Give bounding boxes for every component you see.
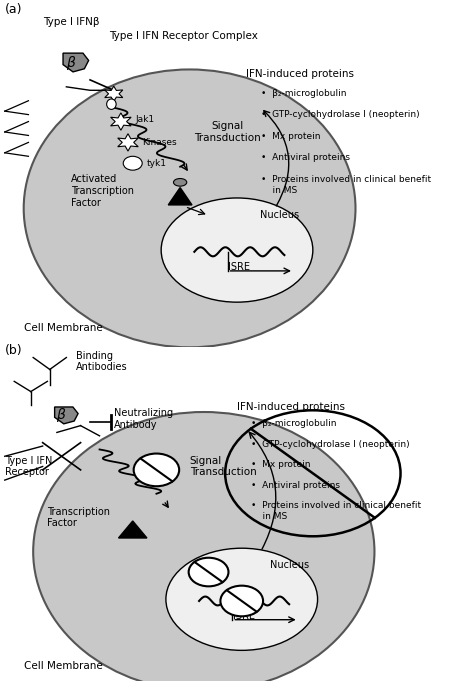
Polygon shape (168, 187, 192, 205)
Text: Type I IFN
Receptor: Type I IFN Receptor (5, 456, 52, 477)
Text: (b): (b) (5, 344, 22, 357)
Text: Jak1: Jak1 (135, 115, 154, 125)
Text: Binding
Antibodies: Binding Antibodies (76, 351, 128, 373)
Polygon shape (63, 53, 89, 72)
Ellipse shape (173, 178, 187, 186)
Ellipse shape (107, 99, 116, 110)
Text: Neutralizing
Antibody: Neutralizing Antibody (114, 408, 173, 430)
Text: Nucleus: Nucleus (270, 560, 309, 570)
Circle shape (189, 558, 228, 586)
Text: Nucleus: Nucleus (260, 210, 299, 221)
Text: $\beta$: $\beta$ (66, 54, 76, 72)
Ellipse shape (161, 198, 313, 302)
Text: Kinases: Kinases (142, 138, 177, 147)
Text: (a): (a) (5, 3, 22, 16)
Text: Signal
Transduction: Signal Transduction (190, 456, 256, 477)
Text: Type I IFN Receptor Complex: Type I IFN Receptor Complex (109, 31, 258, 42)
Text: Signal
Transduction: Signal Transduction (194, 121, 261, 143)
Text: ISRE: ISRE (233, 612, 255, 621)
Text: Cell Membrane: Cell Membrane (24, 323, 102, 334)
Text: IFN-induced proteins: IFN-induced proteins (246, 69, 355, 80)
Polygon shape (110, 113, 131, 130)
Text: •  GTP-cyclohydrolase I (neopterin): • GTP-cyclohydrolase I (neopterin) (261, 110, 419, 119)
Circle shape (134, 454, 179, 486)
Polygon shape (118, 521, 147, 538)
Text: •  β₂-microglobulin: • β₂-microglobulin (261, 89, 346, 97)
Text: •  Antiviral proteins: • Antiviral proteins (261, 153, 350, 162)
Text: Type I IFNβ: Type I IFNβ (43, 18, 99, 27)
Text: ISRE: ISRE (228, 262, 250, 272)
Text: Activated
Transcription
Factor: Activated Transcription Factor (71, 174, 134, 208)
Text: $\beta$: $\beta$ (56, 407, 67, 424)
Ellipse shape (24, 69, 355, 347)
Polygon shape (105, 86, 123, 101)
Polygon shape (118, 133, 138, 151)
Text: •  Proteins involved in clinical benefit
    in MS: • Proteins involved in clinical benefit … (251, 501, 421, 522)
Ellipse shape (166, 548, 318, 650)
Polygon shape (55, 407, 78, 424)
Text: •  GTP-cyclohydrolase I (neopterin): • GTP-cyclohydrolase I (neopterin) (251, 440, 410, 449)
Text: Transcription
Factor: Transcription Factor (47, 507, 110, 528)
Text: •  Antiviral proteins: • Antiviral proteins (251, 481, 340, 490)
Text: tyk1: tyk1 (147, 159, 167, 168)
Text: •  Mx protein: • Mx protein (261, 131, 320, 141)
Circle shape (123, 157, 142, 170)
Ellipse shape (33, 412, 374, 681)
Text: Cell Membrane: Cell Membrane (24, 661, 102, 671)
Text: •  Mx protein: • Mx protein (251, 460, 311, 469)
Circle shape (220, 586, 263, 616)
Text: IFN-induced proteins: IFN-induced proteins (237, 402, 345, 412)
Text: •  Proteins involved in clinical benefit
    in MS: • Proteins involved in clinical benefit … (261, 175, 431, 195)
Text: •  β₂-microglobulin: • β₂-microglobulin (251, 419, 337, 428)
